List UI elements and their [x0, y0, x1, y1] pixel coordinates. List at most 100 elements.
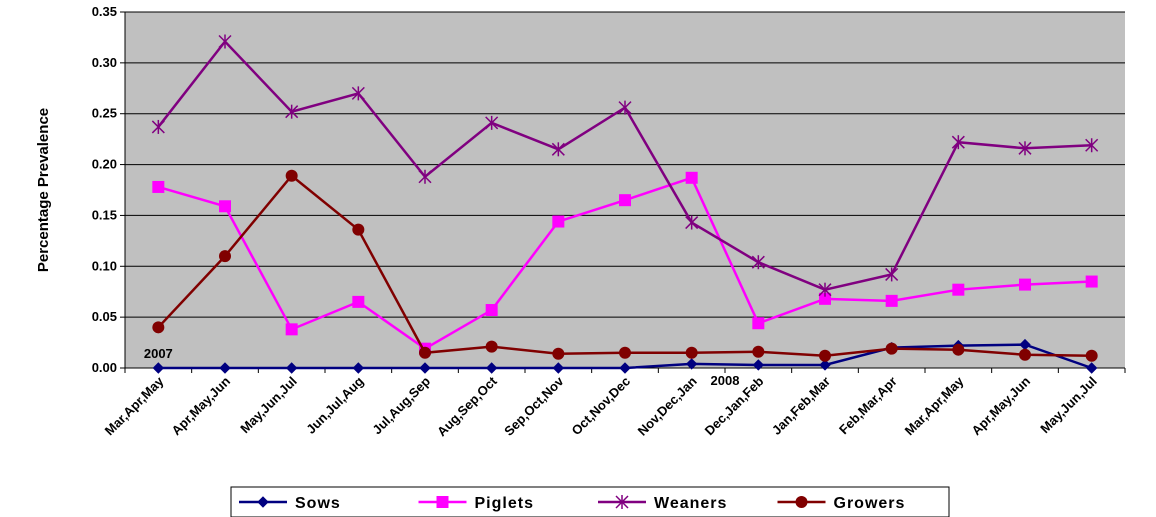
- y-tick-label: 0.15: [92, 207, 117, 222]
- data-point: [285, 362, 298, 374]
- data-point: [952, 283, 965, 296]
- data-point: [419, 362, 431, 374]
- data-point: [1085, 362, 1098, 374]
- y-tick-label: 0.00: [92, 360, 117, 375]
- y-tick-label: 0.25: [92, 106, 117, 121]
- data-point: [619, 346, 631, 359]
- data-point: [419, 346, 431, 359]
- x-tick-label: Nov,Dec,Jan: [635, 373, 700, 438]
- data-point: [352, 362, 365, 374]
- x-tick-label: Jul,Aug,Sep: [369, 373, 433, 437]
- legend-item-sows: Sows: [239, 495, 341, 512]
- data-point: [151, 119, 165, 134]
- data-point: [685, 346, 698, 359]
- data-point: [885, 294, 898, 307]
- data-point: [552, 215, 565, 228]
- data-point: [436, 496, 449, 508]
- data-point: [752, 345, 765, 358]
- data-point: [752, 317, 765, 330]
- data-point: [685, 358, 698, 370]
- legend-label: Growers: [834, 495, 906, 512]
- data-point: [951, 135, 965, 150]
- y-tick-labels: 0.00 0.05 0.10 0.15 0.20 0.25 0.30 0.35: [92, 4, 117, 375]
- data-point: [485, 115, 499, 130]
- y-tick-label: 0.20: [92, 157, 117, 172]
- series-growers: [152, 169, 1098, 362]
- y-tick-label: 0.10: [92, 258, 117, 273]
- legend-label: Weaners: [654, 495, 727, 512]
- data-point: [885, 267, 899, 282]
- data-point: [485, 362, 498, 374]
- x-tick-label: May,Jun,Jul: [1037, 374, 1100, 437]
- x-tick-label: Sep,Oct,Nov: [501, 373, 567, 439]
- data-point: [819, 292, 831, 305]
- data-point: [1019, 348, 1031, 361]
- legend-label: Sows: [295, 495, 341, 512]
- x-tick-label: Jun,Jul,Aug: [303, 373, 366, 436]
- x-tick-label: Apr,May,Jun: [969, 373, 1034, 438]
- data-point: [152, 321, 165, 334]
- data-point: [552, 362, 565, 374]
- data-point: [885, 342, 898, 355]
- data-point: [1085, 275, 1098, 288]
- series-group: [151, 34, 1099, 374]
- data-point: [685, 215, 699, 230]
- legend-label: Piglets: [475, 495, 534, 512]
- year-annotation: 2008: [711, 373, 740, 388]
- y-axis-title: Percentage Prevalence: [35, 108, 52, 272]
- data-point: [351, 86, 365, 101]
- annotations: 2007 2008: [144, 346, 740, 388]
- x-tick-label: May,Jun,Jul: [237, 374, 300, 437]
- data-point: [485, 340, 498, 353]
- data-point: [285, 323, 298, 336]
- data-point: [1019, 278, 1031, 291]
- data-point: [1018, 141, 1032, 156]
- legend-item-weaners: Weaners: [598, 495, 727, 512]
- x-tick-label: Mar,Apr,May: [102, 373, 167, 438]
- data-point: [418, 169, 432, 184]
- data-point: [551, 142, 565, 157]
- data-point: [352, 295, 365, 308]
- data-point: [685, 171, 698, 184]
- data-point: [257, 496, 269, 508]
- data-point: [618, 100, 632, 115]
- data-point: [552, 347, 565, 360]
- data-point: [485, 304, 498, 317]
- data-point: [1085, 138, 1099, 153]
- y-tick-label: 0.05: [92, 309, 117, 324]
- data-point: [819, 359, 831, 371]
- data-point: [818, 282, 832, 297]
- data-point: [219, 200, 231, 213]
- data-point: [819, 349, 831, 362]
- data-point: [218, 34, 232, 49]
- data-point: [795, 496, 808, 508]
- data-point: [615, 495, 629, 509]
- data-point: [752, 359, 765, 371]
- series-weaners: [151, 34, 1099, 297]
- data-point: [285, 169, 298, 182]
- data-point: [619, 362, 631, 374]
- legend-item-piglets: Piglets: [418, 495, 534, 512]
- legend: Sows Piglets Weaners Growers: [230, 486, 950, 517]
- data-point: [285, 104, 299, 119]
- data-point: [751, 255, 765, 270]
- data-point: [152, 362, 165, 374]
- x-tick-label: Oct,Nov,Dec: [569, 374, 634, 439]
- x-tick-label: Mar,Apr,May: [902, 373, 967, 438]
- data-point: [152, 180, 165, 193]
- x-tick-label: Apr,May,Jun: [169, 373, 234, 438]
- data-point: [219, 250, 231, 263]
- x-tick-label: Feb,Mar,Apr: [836, 374, 900, 438]
- year-annotation: 2007: [144, 346, 173, 361]
- x-tick-label: Aug,Sep,Oct: [434, 373, 500, 439]
- data-point: [1085, 349, 1098, 362]
- y-tick-label: 0.35: [92, 4, 117, 19]
- data-point: [352, 223, 365, 236]
- y-tick-label: 0.30: [92, 55, 117, 70]
- x-tick-label: Jan,Feb,Mar: [769, 374, 833, 438]
- data-point: [952, 343, 965, 356]
- plot-background: [125, 12, 1125, 368]
- series-piglets: [152, 171, 1098, 355]
- data-point: [219, 362, 231, 374]
